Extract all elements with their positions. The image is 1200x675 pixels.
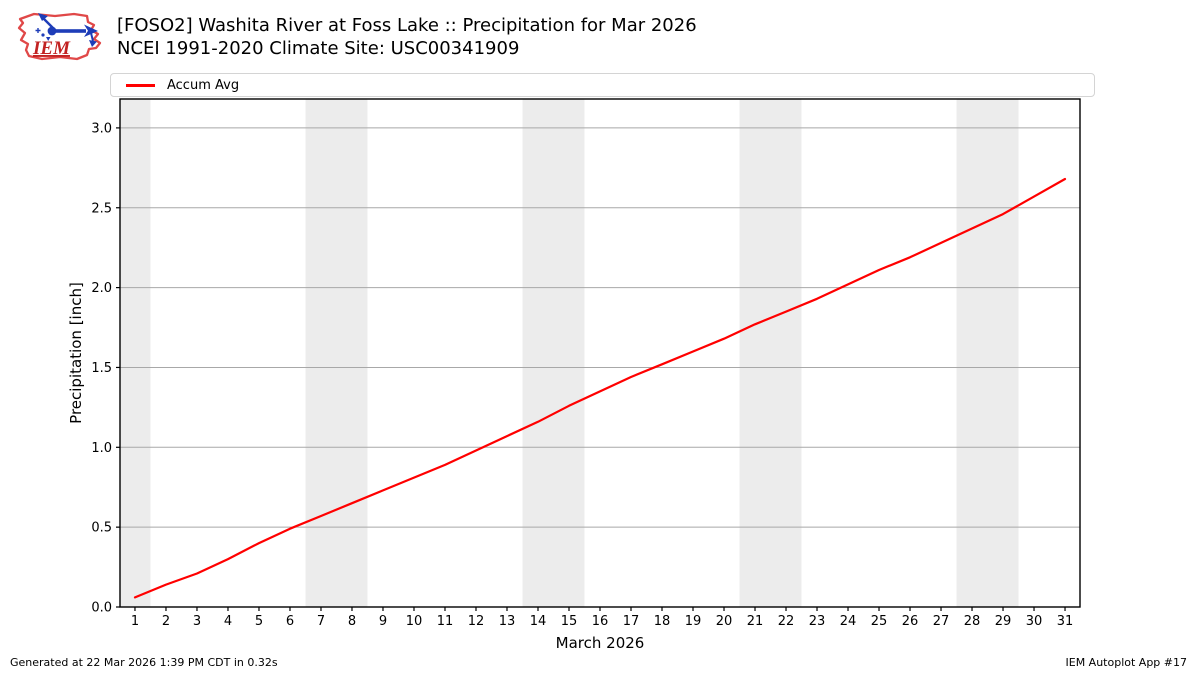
- legend-label: Accum Avg: [167, 77, 240, 93]
- x-tick-label: 23: [809, 614, 826, 629]
- y-tick-label: 1.5: [91, 361, 112, 376]
- x-tick-label: 11: [437, 614, 454, 629]
- x-tick-label: 19: [685, 614, 702, 629]
- x-tick-label: 13: [499, 614, 516, 629]
- x-tick-label: 24: [840, 614, 857, 629]
- x-tick-label: 1: [131, 614, 139, 629]
- footer-generated-text: Generated at 22 Mar 2026 1:39 PM CDT in …: [10, 656, 278, 669]
- iem-logo-text: IEM: [32, 38, 71, 59]
- weekend-band: [522, 99, 585, 607]
- y-tick-label: 0.5: [91, 521, 112, 536]
- x-tick-label: 30: [1026, 614, 1043, 629]
- iowa-outline-icon: [17, 12, 102, 61]
- x-tick-label: 27: [933, 614, 950, 629]
- x-tick-label: 22: [778, 614, 795, 629]
- plot-frame: [119, 98, 1081, 608]
- x-tick-label: 28: [964, 614, 981, 629]
- x-tick-label: 20: [716, 614, 733, 629]
- legend-line-swatch: [126, 83, 155, 87]
- x-tick-label: 29: [995, 614, 1012, 629]
- x-tick-label: 5: [255, 614, 263, 629]
- x-tick-label: 7: [317, 614, 325, 629]
- weekend-band: [120, 99, 151, 607]
- title-block: [FOSO2] Washita River at Foss Lake :: Pr…: [117, 14, 697, 60]
- y-tick-label: 2.0: [91, 281, 112, 296]
- chart-subtitle: NCEI 1991-2020 Climate Site: USC00341909: [117, 38, 520, 59]
- x-tick-label: 25: [871, 614, 888, 629]
- x-tick-label: 4: [224, 614, 232, 629]
- iem-logo: IEM: [17, 12, 102, 61]
- x-tick-label: 17: [623, 614, 640, 629]
- y-axis-label: Precipitation [inch]: [67, 282, 85, 424]
- x-tick-label: 14: [530, 614, 547, 629]
- legend: Accum Avg: [110, 73, 1095, 97]
- weather-vane-icon: [35, 13, 98, 47]
- x-tick-label: 10: [406, 614, 423, 629]
- x-tick-label: 16: [592, 614, 609, 629]
- x-axis-label: March 2026: [555, 634, 645, 652]
- y-tick-label: 2.5: [91, 201, 112, 216]
- x-tick-label: 2: [162, 614, 170, 629]
- footer-app-text: IEM Autoplot App #17: [1065, 656, 1188, 669]
- weekend-band: [305, 99, 368, 607]
- x-tick-label: 18: [654, 614, 671, 629]
- weekend-band: [956, 99, 1019, 607]
- accum-avg-line: [133, 177, 1067, 599]
- y-tick-label: 0.0: [91, 601, 112, 616]
- x-tick-label: 12: [468, 614, 485, 629]
- chart-title: [FOSO2] Washita River at Foss Lake :: Pr…: [117, 15, 697, 36]
- x-tick-label: 8: [348, 614, 356, 629]
- y-tick-label: 1.0: [91, 441, 112, 456]
- x-tick-label: 9: [379, 614, 387, 629]
- x-tick-label: 26: [902, 614, 919, 629]
- x-tick-label: 6: [286, 614, 294, 629]
- y-tick-label: 3.0: [91, 121, 112, 136]
- x-tick-label: 21: [747, 614, 764, 629]
- x-tick-label: 31: [1057, 614, 1074, 629]
- weekend-band: [739, 99, 802, 607]
- x-tick-label: 15: [561, 614, 578, 629]
- x-tick-label: 3: [193, 614, 201, 629]
